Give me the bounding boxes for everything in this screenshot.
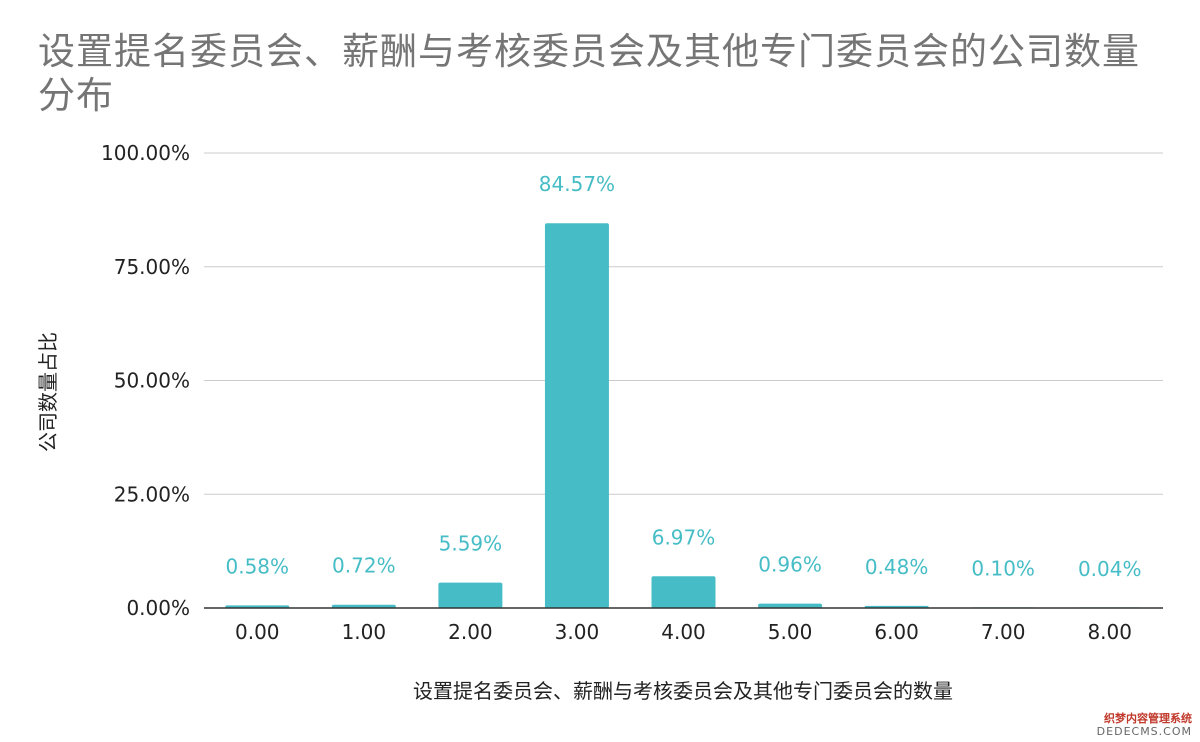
chart-title: 设置提名委员会、薪酬与考核委员会及其他专门委员会的公司数量分布: [38, 30, 1140, 117]
bars: [225, 223, 1142, 609]
y-axis-title: 公司数量占比: [36, 332, 60, 452]
data-label: 0.04%: [1078, 557, 1142, 581]
x-tick-label: 3.00: [555, 620, 600, 644]
watermark-line2: DEDECMS.COM: [1096, 725, 1192, 738]
y-tick-label: 100.00%: [101, 141, 190, 165]
x-axis-tick-labels: 0.00 1.00 2.00 3.00 4.00 5.00 6.00 7.00 8.00: [235, 620, 1132, 644]
watermark-line1: 织梦内容管理系统: [1104, 712, 1192, 725]
data-label: 6.97%: [652, 525, 716, 549]
data-labels: 0.58% 0.72% 5.59% 84.57% 6.97% 0.96% 0.48% 0.10…: [226, 172, 1142, 581]
x-tick-label: 6.00: [874, 620, 919, 644]
x-tick-label: 0.00: [235, 620, 280, 644]
data-label: 0.10%: [971, 557, 1035, 581]
watermark: 织梦内容管理系统 DEDECMS.COM: [1097, 712, 1192, 738]
bar: [651, 576, 716, 608]
data-label: 0.72%: [332, 554, 396, 578]
data-label: 0.96%: [758, 553, 822, 577]
y-tick-label: 75.00%: [114, 255, 190, 279]
data-label: 5.59%: [439, 532, 503, 556]
data-label: 0.48%: [865, 555, 929, 579]
data-label: 0.58%: [226, 554, 290, 578]
bar: [331, 604, 396, 608]
x-tick-label: 5.00: [768, 620, 813, 644]
x-tick-label: 2.00: [448, 620, 493, 644]
x-tick-label: 8.00: [1087, 620, 1132, 644]
y-axis-tick-labels: 0.00% 25.00% 50.00% 75.00% 100.00%: [101, 141, 190, 620]
x-tick-label: 7.00: [981, 620, 1026, 644]
x-tick-label: 1.00: [342, 620, 387, 644]
y-tick-label: 50.00%: [114, 369, 190, 393]
y-tick-label: 0.00%: [126, 596, 190, 620]
x-tick-label: 4.00: [661, 620, 706, 644]
data-label: 84.57%: [539, 172, 615, 196]
x-axis-title: 设置提名委员会、薪酬与考核委员会及其他专门委员会的数量: [413, 679, 953, 703]
gridlines: [204, 152, 1163, 495]
bar: [544, 223, 609, 609]
bar: [758, 603, 823, 608]
y-tick-label: 25.00%: [114, 482, 190, 506]
bar: [438, 582, 503, 608]
